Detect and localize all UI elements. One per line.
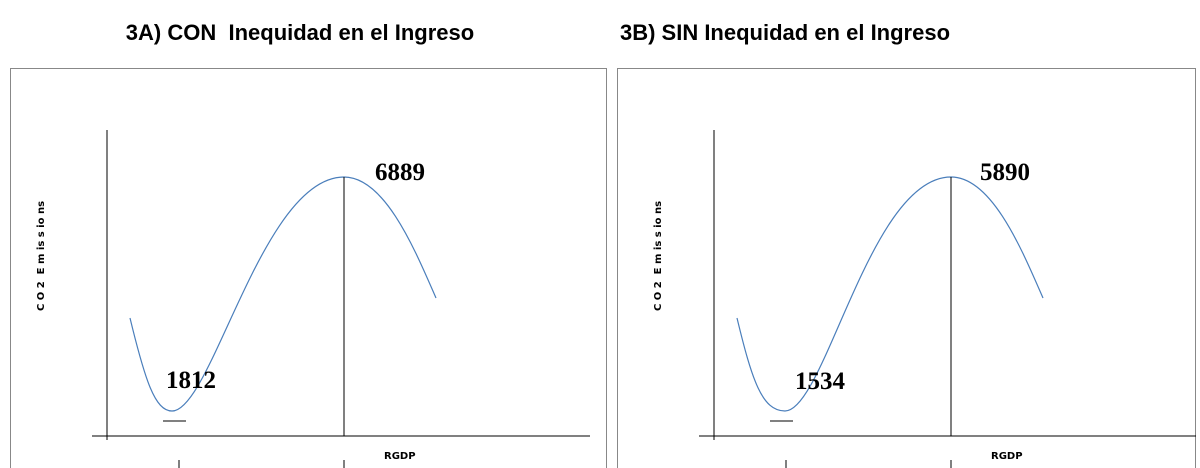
trough-label: 1534 xyxy=(795,368,846,395)
curve xyxy=(736,176,1044,412)
x-axis-label: RGDP xyxy=(384,451,416,462)
panel: 3B) SIN Inequidad en el Ingreso 5890 153… xyxy=(617,20,1196,468)
y-axis-label: C O 2 E m is s io ns xyxy=(653,201,664,311)
panel: 3A) CON Inequidad en el Ingreso 6889 181… xyxy=(10,20,607,468)
panel-title: 3A) CON Inequidad en el Ingreso xyxy=(126,20,474,45)
peak-label: 5890 xyxy=(980,159,1030,186)
panel-frame xyxy=(10,68,607,468)
peak-label: 6889 xyxy=(375,159,425,186)
trough-label: 1812 xyxy=(166,367,216,394)
curve xyxy=(129,176,437,412)
panel-title: 3B) SIN Inequidad en el Ingreso xyxy=(620,20,950,45)
y-axis-label: C O 2 E m is s io ns xyxy=(36,201,47,311)
panel-frame xyxy=(617,68,1196,468)
x-axis-label: RGDP xyxy=(991,451,1023,462)
